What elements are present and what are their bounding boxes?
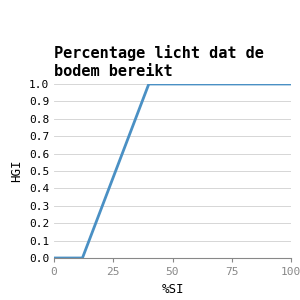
Y-axis label: HGI: HGI bbox=[10, 160, 23, 182]
X-axis label: %SI: %SI bbox=[161, 283, 184, 296]
Text: Percentage licht dat de
bodem bereikt: Percentage licht dat de bodem bereikt bbox=[54, 45, 264, 79]
